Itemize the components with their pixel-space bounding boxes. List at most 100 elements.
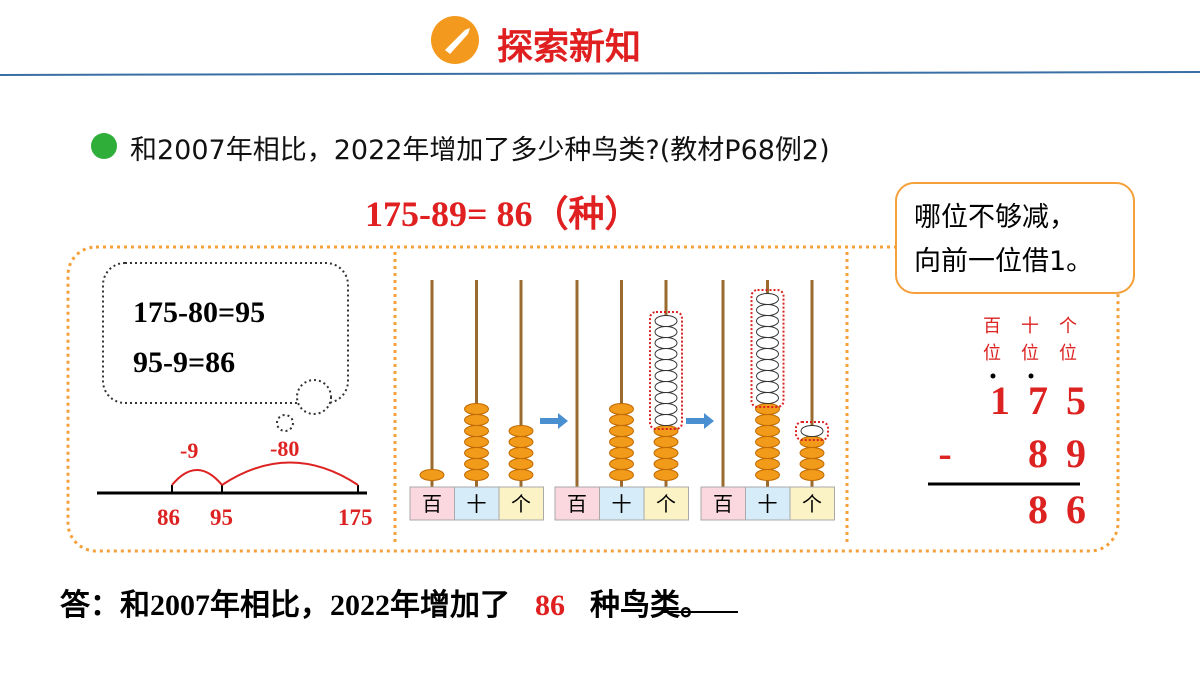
bead [653,469,679,481]
hollow-bead [654,381,678,393]
hollow-bead [756,392,779,404]
hint-box [895,182,1135,294]
bead [464,403,489,415]
hollow-bead [756,304,779,316]
place-label: 百 [422,492,442,516]
ticks [171,485,359,493]
bead [609,414,634,426]
jump-label: -80 [270,436,300,461]
bead [609,447,634,459]
bead [799,436,825,448]
place-box [789,486,835,521]
place-label: 百 [567,492,587,516]
bead [799,469,825,481]
bead [609,403,634,415]
hollow-bead [654,337,678,349]
bead [609,469,634,481]
digit: 7 [1028,378,1048,423]
borrow-box [649,311,683,430]
thought-bubble [102,262,349,404]
bead [755,403,780,415]
bead [464,414,489,426]
hollow-bead [756,381,779,393]
digit: 8 [1028,431,1048,476]
hollow-bead [756,326,779,338]
place-label: 十 [612,492,632,516]
hint: 哪位不够减， 向前一位借1。 [914,196,1093,284]
place-label: 十 [467,492,487,516]
question: 和2007年相比，2022年增加了多少种鸟类?(教材P68例2) [130,135,830,166]
rocket [445,28,470,54]
thought-dot [296,379,332,415]
digit: 8 [1028,487,1048,532]
equation: 175-89= 86（种） [365,194,641,234]
hollow-bead [654,392,678,404]
place-label: 百 [713,492,733,516]
place-label: 个 [511,492,531,516]
hollow-bead [654,348,678,360]
place-box [643,486,689,521]
digit: 6 [1066,487,1086,532]
digit: 5 [1066,378,1086,423]
place-box [700,486,746,521]
hollow-bead [756,348,779,360]
jump-arc [221,461,359,486]
place-box [409,486,455,521]
bead [464,436,489,448]
place-box [599,486,645,521]
bead [653,458,679,470]
bead [755,436,780,448]
borrow-dot [990,373,996,379]
bead [755,458,780,470]
bead [508,447,534,459]
bead [464,447,489,459]
hint-line: 向前一位借1。 [914,246,1094,277]
place-header: 百位 [983,316,1001,364]
hollow-bead [756,315,779,327]
thought: 175-80=95 95-9=86 [133,288,265,388]
hollow-bead [654,403,678,415]
place-label: 个 [802,492,822,516]
bead [653,447,679,459]
header-line [0,71,1200,76]
hint-line: 哪位不够减， [914,202,1076,233]
place-header: 个位 [1059,316,1077,364]
borrow-dot [1028,373,1034,379]
answer-text: 答：和2007年相比，2022年增加了 [60,589,510,622]
bullet [91,133,117,159]
jump-label: -9 [180,438,199,463]
header-title: 探索新知 [497,27,642,68]
place-box [554,486,600,521]
frame [66,245,1120,553]
bead [464,458,489,470]
thought-dot [276,414,294,432]
place-box [498,486,544,521]
bead [799,447,825,459]
bead [755,425,780,437]
bead [464,425,489,437]
bead [508,425,534,437]
hollow-bead [756,359,779,371]
answer-blank: 86 [535,589,565,622]
bead [508,469,534,481]
bead [419,469,445,481]
hollow-bead [654,315,678,327]
hollow-bead [654,326,678,338]
answer: 答：和2007年相比，2022年增加了 86 种鸟类。 [60,580,710,624]
place-label: 个 [656,492,676,516]
bead [609,425,634,437]
digit: 9 [1066,431,1086,476]
bead [755,469,780,481]
place-label: 十 [758,492,778,516]
digit: 1 [990,378,1010,423]
bead [653,436,679,448]
thought-line: 175-80=95 [133,296,266,329]
bead [464,469,489,481]
operator: - [938,431,951,476]
bead [755,447,780,459]
hollow-bead [800,425,824,437]
hollow-bead [654,370,678,382]
place-box [454,486,500,521]
